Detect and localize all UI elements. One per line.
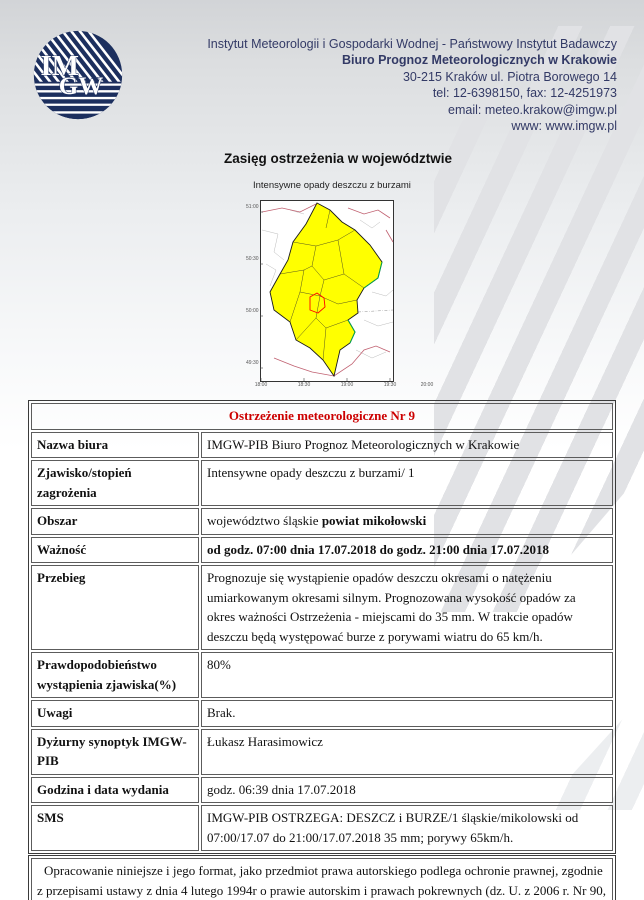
row-value: Prognozuje się wystąpienie opadów deszcz…	[201, 565, 613, 650]
table-row: Godzina i data wydania godz. 06:39 dnia …	[31, 776, 613, 803]
row-label: Uwagi	[31, 700, 199, 727]
row-label: Prawdopodobieństwo wystąpienia zjawiska(…	[31, 652, 199, 698]
table-row: Dyżurny synoptyk IMGW-PIB Łukasz Harasim…	[31, 728, 613, 775]
email-line: email: meteo.krakow@imgw.pl	[448, 102, 617, 117]
warning-table: Ostrzeżenie meteorologiczne Nr 9 Nazwa b…	[28, 400, 616, 854]
row-value: województwo śląskie powiat mikołowski	[201, 508, 613, 535]
row-label: Ważność	[31, 536, 199, 563]
table-row: Ważność od godz. 07:00 dnia 17.07.2018 d…	[31, 536, 613, 563]
x-axis-tick: 19:30	[383, 382, 397, 388]
map-title: Intensywne opady deszczu z burzami	[253, 180, 411, 191]
table-row: Zjawisko/stopień zagrożenia Intensywne o…	[31, 460, 613, 506]
institute-name: Instytut Meteorologii i Gospodarki Wodne…	[207, 37, 617, 51]
row-value: IMGW-PIB Biuro Prognoz Meteorologicznych…	[201, 431, 613, 458]
table-row: Obszar województwo śląskie powiat mikoło…	[31, 508, 613, 535]
section-title: Zasięg ostrzeżenia w województwie	[223, 151, 453, 166]
row-value: Brak.	[201, 700, 613, 727]
y-axis-tick: 50:30	[246, 256, 259, 262]
warning-title: Ostrzeżenie meteorologiczne Nr 9	[31, 403, 613, 430]
county-borders	[279, 209, 365, 361]
area-prefix: województwo śląskie	[207, 513, 322, 528]
table-row-title: Ostrzeżenie meteorologiczne Nr 9	[31, 403, 613, 430]
y-axis-tick: 51:00	[246, 204, 259, 210]
table-row: Nazwa biura IMGW-PIB Biuro Prognoz Meteo…	[31, 431, 613, 458]
address-line: 30-215 Kraków ul. Piotra Borowego 14	[402, 69, 617, 84]
x-axis-tick: 18:30	[297, 382, 311, 388]
row-label: Obszar	[31, 508, 199, 535]
warning-map: 51:00 50:30 50:00 49:30 18:00 18:30 19:0…	[246, 193, 446, 398]
row-value: IMGW-PIB OSTRZEGA: DESZCZ i BURZE/1 śląs…	[201, 805, 613, 851]
logo-letters-im: IM	[41, 50, 79, 82]
website-line: www: www.imgw.pl	[511, 119, 617, 134]
row-value: 80%	[201, 652, 613, 698]
imgw-logo-icon: IM GW	[33, 30, 123, 120]
row-value: Intensywne opady deszczu z burzami/ 1	[201, 460, 613, 506]
phone-fax-line: tel: 12-6398150, fax: 12-4251973	[432, 86, 617, 101]
x-axis-tick: 19:00	[340, 382, 354, 388]
outer-borders	[261, 203, 394, 377]
area-county: powiat mikołowski	[321, 513, 427, 528]
row-label: Przebieg	[31, 565, 199, 650]
table-row: Przebieg Prognozuje się wystąpienie opad…	[31, 565, 613, 650]
row-label: SMS	[31, 805, 199, 851]
row-label: Dyżurny synoptyk IMGW-PIB	[31, 728, 199, 775]
logo-letters-gw: GW	[59, 73, 103, 100]
copyright-box: Opracowanie niniejsze i jego format, jak…	[28, 855, 616, 900]
warning-map-block: Intensywne opady deszczu z burzami 51:00…	[246, 180, 446, 398]
highlighted-county	[309, 292, 326, 314]
imgw-logo: IM GW	[30, 27, 126, 123]
y-axis-tick: 50:00	[246, 308, 259, 314]
row-label: Nazwa biura	[31, 431, 199, 458]
x-axis-tick: 18:00	[254, 382, 268, 388]
copyright-paragraph-1: Opracowanie niniejsze i jego format, jak…	[37, 863, 606, 898]
bureau-name: Biuro Prognoz Meteorologicznych w Krakow…	[341, 53, 617, 68]
x-axis-tick: 20:00	[420, 382, 434, 388]
table-row: Uwagi Brak.	[31, 700, 613, 727]
institute-header: Instytut Meteorologii i Gospodarki Wodne…	[207, 36, 617, 134]
row-label: Godzina i data wydania	[31, 776, 199, 803]
warning-document: Ostrzeżenie meteorologiczne Nr 9 Nazwa b…	[28, 400, 616, 900]
warning-region	[269, 202, 383, 378]
y-axis-tick: 49:30	[246, 360, 259, 366]
table-row: Prawdopodobieństwo wystąpienia zjawiska(…	[31, 652, 613, 698]
row-value: Łukasz Harasimowicz	[201, 728, 613, 775]
table-row: SMS IMGW-PIB OSTRZEGA: DESZCZ i BURZE/1 …	[31, 805, 613, 851]
green-border-segments	[347, 261, 383, 344]
row-value: godz. 06:39 dnia 17.07.2018	[201, 776, 613, 803]
row-value: od godz. 07:00 dnia 17.07.2018 do godz. …	[201, 536, 613, 563]
row-label: Zjawisko/stopień zagrożenia	[31, 460, 199, 506]
map-plot	[260, 200, 394, 382]
